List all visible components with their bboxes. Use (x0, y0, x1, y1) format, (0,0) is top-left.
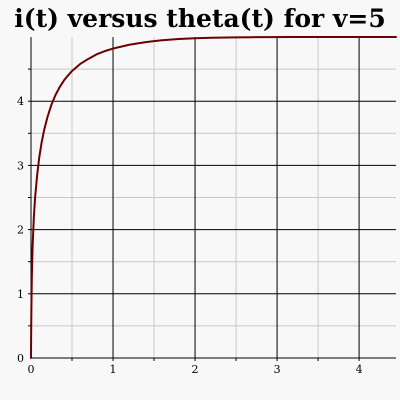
series-line (30, 36, 397, 359)
y-tick-label: 1 (17, 288, 24, 301)
y-tick-label: 0 (17, 352, 24, 365)
y-tick-label: 3 (17, 159, 24, 172)
x-tick-label: 3 (274, 363, 281, 376)
x-tick-label: 1 (110, 363, 117, 376)
y-tick-label: 2 (17, 224, 24, 237)
x-tick-label: 4 (356, 363, 363, 376)
grid (31, 37, 396, 358)
y-tick-label: 4 (17, 95, 24, 108)
chart-title: i(t) versus theta(t) for v=5 (14, 4, 386, 33)
series-layer (30, 36, 397, 359)
tick-labels: 0 1 2 3 4 0 1 2 3 4 (17, 95, 363, 376)
x-tick-label: 0 (28, 363, 35, 376)
x-tick-label: 2 (192, 363, 199, 376)
